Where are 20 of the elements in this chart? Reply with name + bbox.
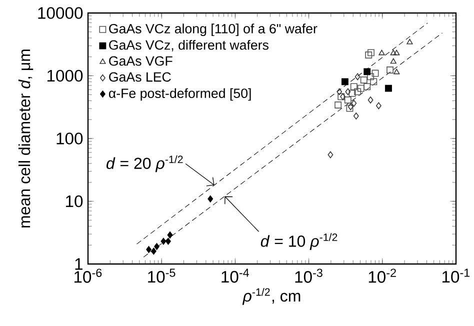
y-tick-label: 10000 xyxy=(38,7,83,19)
annotation: d = 10 ρ$^{-1/2}$ xyxy=(260,233,338,250)
x-tick-label: 10$^{-1}$ xyxy=(442,268,470,283)
legend-label: GaAs VGF xyxy=(109,56,172,66)
annotation: d = 20 ρ$^{-1/2}$ xyxy=(106,155,183,172)
legend-label: GaAs LEC xyxy=(109,72,171,82)
legend-label: GaAs VCz, different wafers xyxy=(109,40,268,52)
legend-label: GaAs VCz along [110] of a 6" wafer xyxy=(109,24,318,36)
x-tick-label: 10$^{-5}$ xyxy=(148,268,176,283)
y-tick-label: 100 xyxy=(56,132,83,144)
x-tick-label: 10$^{-6}$ xyxy=(74,268,102,283)
y-axis-title: mean cell diameter d, μm xyxy=(18,50,34,228)
x-tick-label: 10$^{-3}$ xyxy=(295,268,322,283)
y-tick-label: 1 xyxy=(75,258,82,270)
x-tick-label: 10$^{-4}$ xyxy=(222,268,249,283)
y-tick-label: 10 xyxy=(66,195,83,208)
legend-label: α-Fe post-deformed [50] xyxy=(108,88,251,101)
x-axis-title: ρ$^{-1/2}$, cm xyxy=(242,288,300,305)
x-tick-label: 10$^{-2}$ xyxy=(368,268,396,283)
y-tick-label: 1000 xyxy=(47,70,83,82)
